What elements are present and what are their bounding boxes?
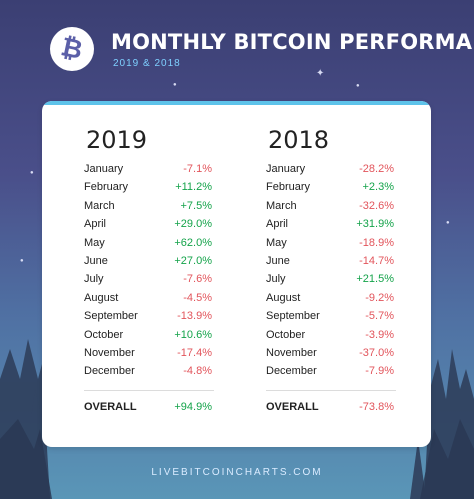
- year-heading: 2018: [268, 126, 330, 154]
- month-row: December -4.8%: [84, 365, 212, 383]
- month-name: October: [266, 328, 306, 341]
- year-heading: 2019: [86, 126, 148, 154]
- month-name: August: [266, 291, 301, 304]
- month-change: -14.7%: [359, 255, 394, 267]
- overall-label: OVERALL: [84, 401, 137, 413]
- divider: [84, 390, 214, 391]
- month-name: January: [266, 163, 306, 175]
- month-change: -7.1%: [183, 163, 212, 175]
- month-name: April: [84, 218, 107, 231]
- performance-card: 2019 January -7.1% February +11.2% March +7.5…: [42, 101, 431, 447]
- card-accent-bar: [42, 101, 431, 105]
- forest-silhouette: [0, 339, 474, 499]
- overall-label: OVERALL: [266, 401, 319, 413]
- month-change: -9.2%: [365, 291, 394, 304]
- month-row: May +62.0%: [84, 237, 212, 255]
- month-name: March: [84, 199, 115, 212]
- star-decoration: ●: [173, 82, 177, 88]
- month-change: +2.3%: [362, 181, 395, 194]
- overall-value: -73.8%: [359, 401, 394, 413]
- month-change: -13.9%: [177, 310, 212, 323]
- month-change: +27.0%: [174, 255, 212, 267]
- month-change: -5.7%: [365, 310, 394, 323]
- month-name: January: [84, 163, 124, 175]
- month-change: +31.9%: [356, 218, 394, 231]
- month-change: +62.0%: [174, 236, 212, 249]
- month-row: May -18.9%: [266, 237, 394, 255]
- month-change: -32.6%: [359, 199, 394, 212]
- month-row: November -17.4%: [84, 347, 212, 365]
- overall-value: +94.9%: [174, 401, 212, 413]
- month-name: May: [266, 236, 287, 249]
- overall-row: OVERALL -73.8%: [266, 401, 394, 413]
- bitcoin-logo: ₿: [50, 27, 94, 71]
- month-row: April +31.9%: [266, 218, 394, 236]
- month-name: December: [266, 365, 317, 378]
- month-change: -37.0%: [359, 347, 394, 359]
- month-change: +10.6%: [174, 328, 212, 341]
- month-row: April +29.0%: [84, 218, 212, 236]
- month-name: February: [84, 181, 129, 194]
- page-title: MONTHLY BITCOIN PERFORMANCE: [111, 30, 474, 54]
- month-row: October -3.9%: [266, 329, 394, 347]
- month-row: July +21.5%: [266, 273, 394, 291]
- month-row: January -28.2%: [266, 163, 394, 181]
- month-row: March -32.6%: [266, 200, 394, 218]
- star-decoration: ✦: [316, 68, 325, 79]
- footer-site: LIVEBITCOINCHARTS.COM: [151, 467, 323, 478]
- month-change: +7.5%: [180, 199, 213, 212]
- month-row: October +10.6%: [84, 329, 212, 347]
- month-name: July: [84, 273, 104, 286]
- month-row: August -9.2%: [266, 292, 394, 310]
- month-name: April: [266, 218, 289, 231]
- month-row: September -13.9%: [84, 310, 212, 328]
- month-name: June: [84, 255, 108, 267]
- month-change: +11.2%: [175, 181, 212, 194]
- month-name: November: [84, 347, 135, 359]
- month-name: October: [84, 328, 124, 341]
- month-change: +21.5%: [356, 273, 394, 286]
- month-name: August: [84, 291, 119, 304]
- month-row: July -7.6%: [84, 273, 212, 291]
- star-decoration: ●: [30, 170, 34, 176]
- month-name: December: [84, 365, 135, 378]
- month-name: March: [266, 199, 297, 212]
- month-row: November -37.0%: [266, 347, 394, 365]
- month-row: June -14.7%: [266, 255, 394, 273]
- month-change: -18.9%: [359, 236, 394, 249]
- month-name: June: [266, 255, 290, 267]
- star-decoration: ●: [356, 83, 360, 89]
- month-change: -7.9%: [365, 365, 394, 378]
- overall-row: OVERALL +94.9%: [84, 401, 212, 413]
- month-change: -3.9%: [365, 328, 394, 341]
- month-name: September: [266, 310, 320, 323]
- month-name: September: [84, 310, 138, 323]
- month-change: -4.8%: [183, 365, 212, 378]
- month-row: September -5.7%: [266, 310, 394, 328]
- month-change: -7.6%: [183, 273, 212, 286]
- bitcoin-icon: ₿: [58, 32, 86, 66]
- star-decoration: ●: [446, 220, 450, 226]
- page-subtitle: 2019 & 2018: [113, 58, 181, 69]
- divider: [266, 390, 396, 391]
- month-name: November: [266, 347, 317, 359]
- month-change: +29.0%: [174, 218, 212, 231]
- month-row: August -4.5%: [84, 292, 212, 310]
- month-name: May: [84, 236, 105, 249]
- month-name: July: [266, 273, 286, 286]
- month-row: January -7.1%: [84, 163, 212, 181]
- month-row: June +27.0%: [84, 255, 212, 273]
- month-row: February +11.2%: [84, 181, 212, 199]
- month-row: February +2.3%: [266, 181, 394, 199]
- month-row: March +7.5%: [84, 200, 212, 218]
- month-change: -28.2%: [359, 163, 394, 175]
- month-change: -4.5%: [183, 291, 212, 304]
- star-decoration: ●: [20, 258, 24, 264]
- month-row: December -7.9%: [266, 365, 394, 383]
- month-change: -17.4%: [177, 347, 212, 359]
- month-name: February: [266, 181, 311, 194]
